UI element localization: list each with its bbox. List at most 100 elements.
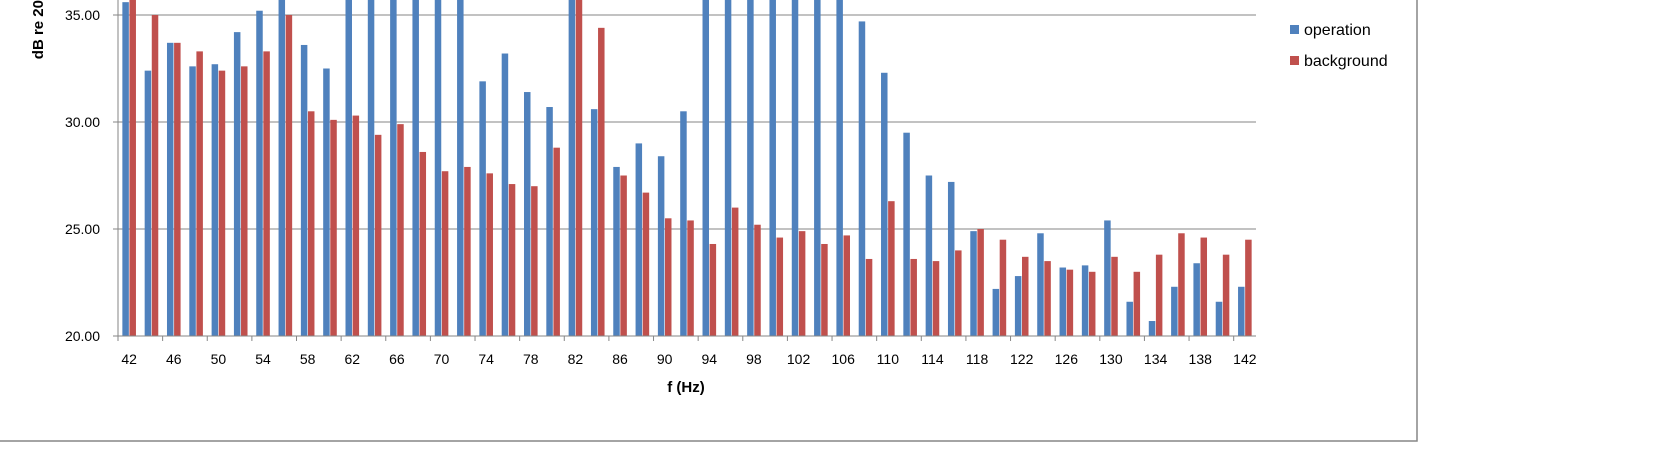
y-tick-label: 20.00: [65, 328, 100, 344]
x-tick-label: 86: [612, 351, 628, 367]
x-tick-label: 114: [921, 351, 944, 367]
bar-background-94: [709, 243, 717, 336]
legend-swatch-operation: [1290, 25, 1299, 34]
bar-operation-128: [1081, 265, 1089, 336]
bar-operation-112: [903, 132, 910, 336]
bar-background-56: [285, 15, 293, 336]
bar-background-96: [731, 207, 739, 336]
bar-background-102: [798, 231, 806, 336]
bar-operation-78: [524, 92, 531, 336]
bar-operation-110: [881, 72, 888, 336]
bar-operation-84: [590, 109, 598, 336]
bar-operation-62: [345, 0, 352, 336]
bar-operation-132: [1126, 301, 1133, 336]
bar-operation-48: [189, 66, 196, 337]
bar-operation-70: [434, 0, 442, 336]
bar-background-90: [664, 218, 672, 336]
bar-operation-102: [791, 0, 799, 336]
bar-background-58: [307, 111, 315, 336]
x-tick-label: 130: [1099, 351, 1123, 367]
bar-operation-116: [947, 181, 955, 336]
bar-background-114: [932, 261, 940, 336]
bar-background-52: [241, 66, 248, 337]
bar-operation-136: [1171, 286, 1178, 336]
bar-background-78: [531, 186, 538, 336]
bar-background-80: [553, 147, 560, 336]
bar-operation-108: [858, 21, 866, 336]
x-tick-label: 42: [121, 351, 137, 367]
bar-background-140: [1222, 254, 1230, 336]
bar-operation-124: [1037, 233, 1044, 336]
bar-operation-58: [300, 44, 308, 337]
bar-background-100: [776, 237, 784, 336]
bar-operation-100: [769, 0, 776, 336]
bar-operation-114: [925, 175, 933, 336]
x-tick-label: 126: [1055, 351, 1079, 367]
x-tick-label: 134: [1144, 351, 1168, 367]
bar-background-116: [955, 250, 962, 336]
bar-operation-66: [390, 0, 397, 336]
bar-background-86: [620, 175, 627, 336]
x-tick-label: 106: [832, 351, 856, 367]
bar-background-72: [464, 166, 471, 336]
x-tick-labels: 42 46 50 54 58 62 66 70 74 78 82 86 90 94 98 102 106 110 1…: [121, 351, 1256, 367]
bar-background-110: [888, 201, 895, 336]
y-tick-labels: 20.00 25.00 30.00 35.00: [65, 7, 100, 344]
y-tick-label: 30.00: [65, 114, 100, 130]
x-tick-label: 58: [300, 351, 316, 367]
x-tick-label: 54: [255, 351, 271, 367]
bar-operation-88: [635, 143, 643, 336]
y-tick-label: 25.00: [65, 221, 100, 237]
x-tick-label: 98: [746, 351, 762, 367]
bar-background-120: [999, 239, 1007, 336]
bar-operation-74: [479, 81, 486, 336]
bar-background-124: [1044, 261, 1051, 336]
x-tick-label: 82: [568, 351, 584, 367]
bar-operation-94: [702, 0, 710, 336]
bar-background-48: [196, 51, 203, 336]
bar-operation-142: [1238, 286, 1245, 336]
bar-background-82: [575, 0, 583, 336]
legend-swatch-background: [1290, 56, 1299, 65]
legend-label-background: background: [1304, 53, 1388, 70]
bar-operation-104: [814, 0, 821, 336]
x-tick-label: 142: [1233, 351, 1257, 367]
bar-operation-56: [278, 0, 286, 336]
bars: [122, 0, 1252, 337]
bar-operation-134: [1148, 321, 1156, 336]
x-tick-label: 50: [211, 351, 227, 367]
bar-background-134: [1155, 254, 1163, 336]
axes: [113, 0, 1256, 341]
x-tick-label: 62: [345, 351, 361, 367]
bar-background-112: [910, 258, 917, 336]
bar-operation-90: [657, 156, 665, 336]
bar-background-68: [419, 151, 427, 336]
bar-background-74: [486, 173, 493, 336]
x-tick-label: 102: [787, 351, 811, 367]
bar-operation-122: [1014, 276, 1022, 336]
legend-label-operation: operation: [1304, 22, 1371, 39]
bar-operation-126: [1059, 267, 1067, 336]
bar-background-44: [151, 15, 159, 336]
bar-background-50: [218, 70, 226, 336]
x-tick-label: 118: [966, 351, 989, 367]
bar-background-60: [330, 119, 337, 336]
x-tick-label: 66: [389, 351, 405, 367]
bar-operation-140: [1215, 301, 1223, 336]
bar-operation-64: [367, 0, 375, 336]
y-axis-title: dB re 20: [30, 0, 47, 59]
bar-operation-106: [836, 0, 843, 336]
bar-operation-60: [323, 68, 330, 336]
x-tick-label: 70: [434, 351, 450, 367]
bar-background-130: [1111, 256, 1118, 336]
bar-background-132: [1133, 271, 1141, 336]
bar-background-122: [1022, 256, 1029, 336]
bar-operation-50: [211, 64, 219, 336]
x-tick-label: 94: [702, 351, 718, 367]
bar-background-46: [174, 42, 181, 336]
bar-operation-92: [680, 111, 687, 336]
bar-background-128: [1088, 271, 1096, 336]
bar-operation-82: [568, 0, 576, 336]
bar-background-88: [642, 192, 650, 336]
